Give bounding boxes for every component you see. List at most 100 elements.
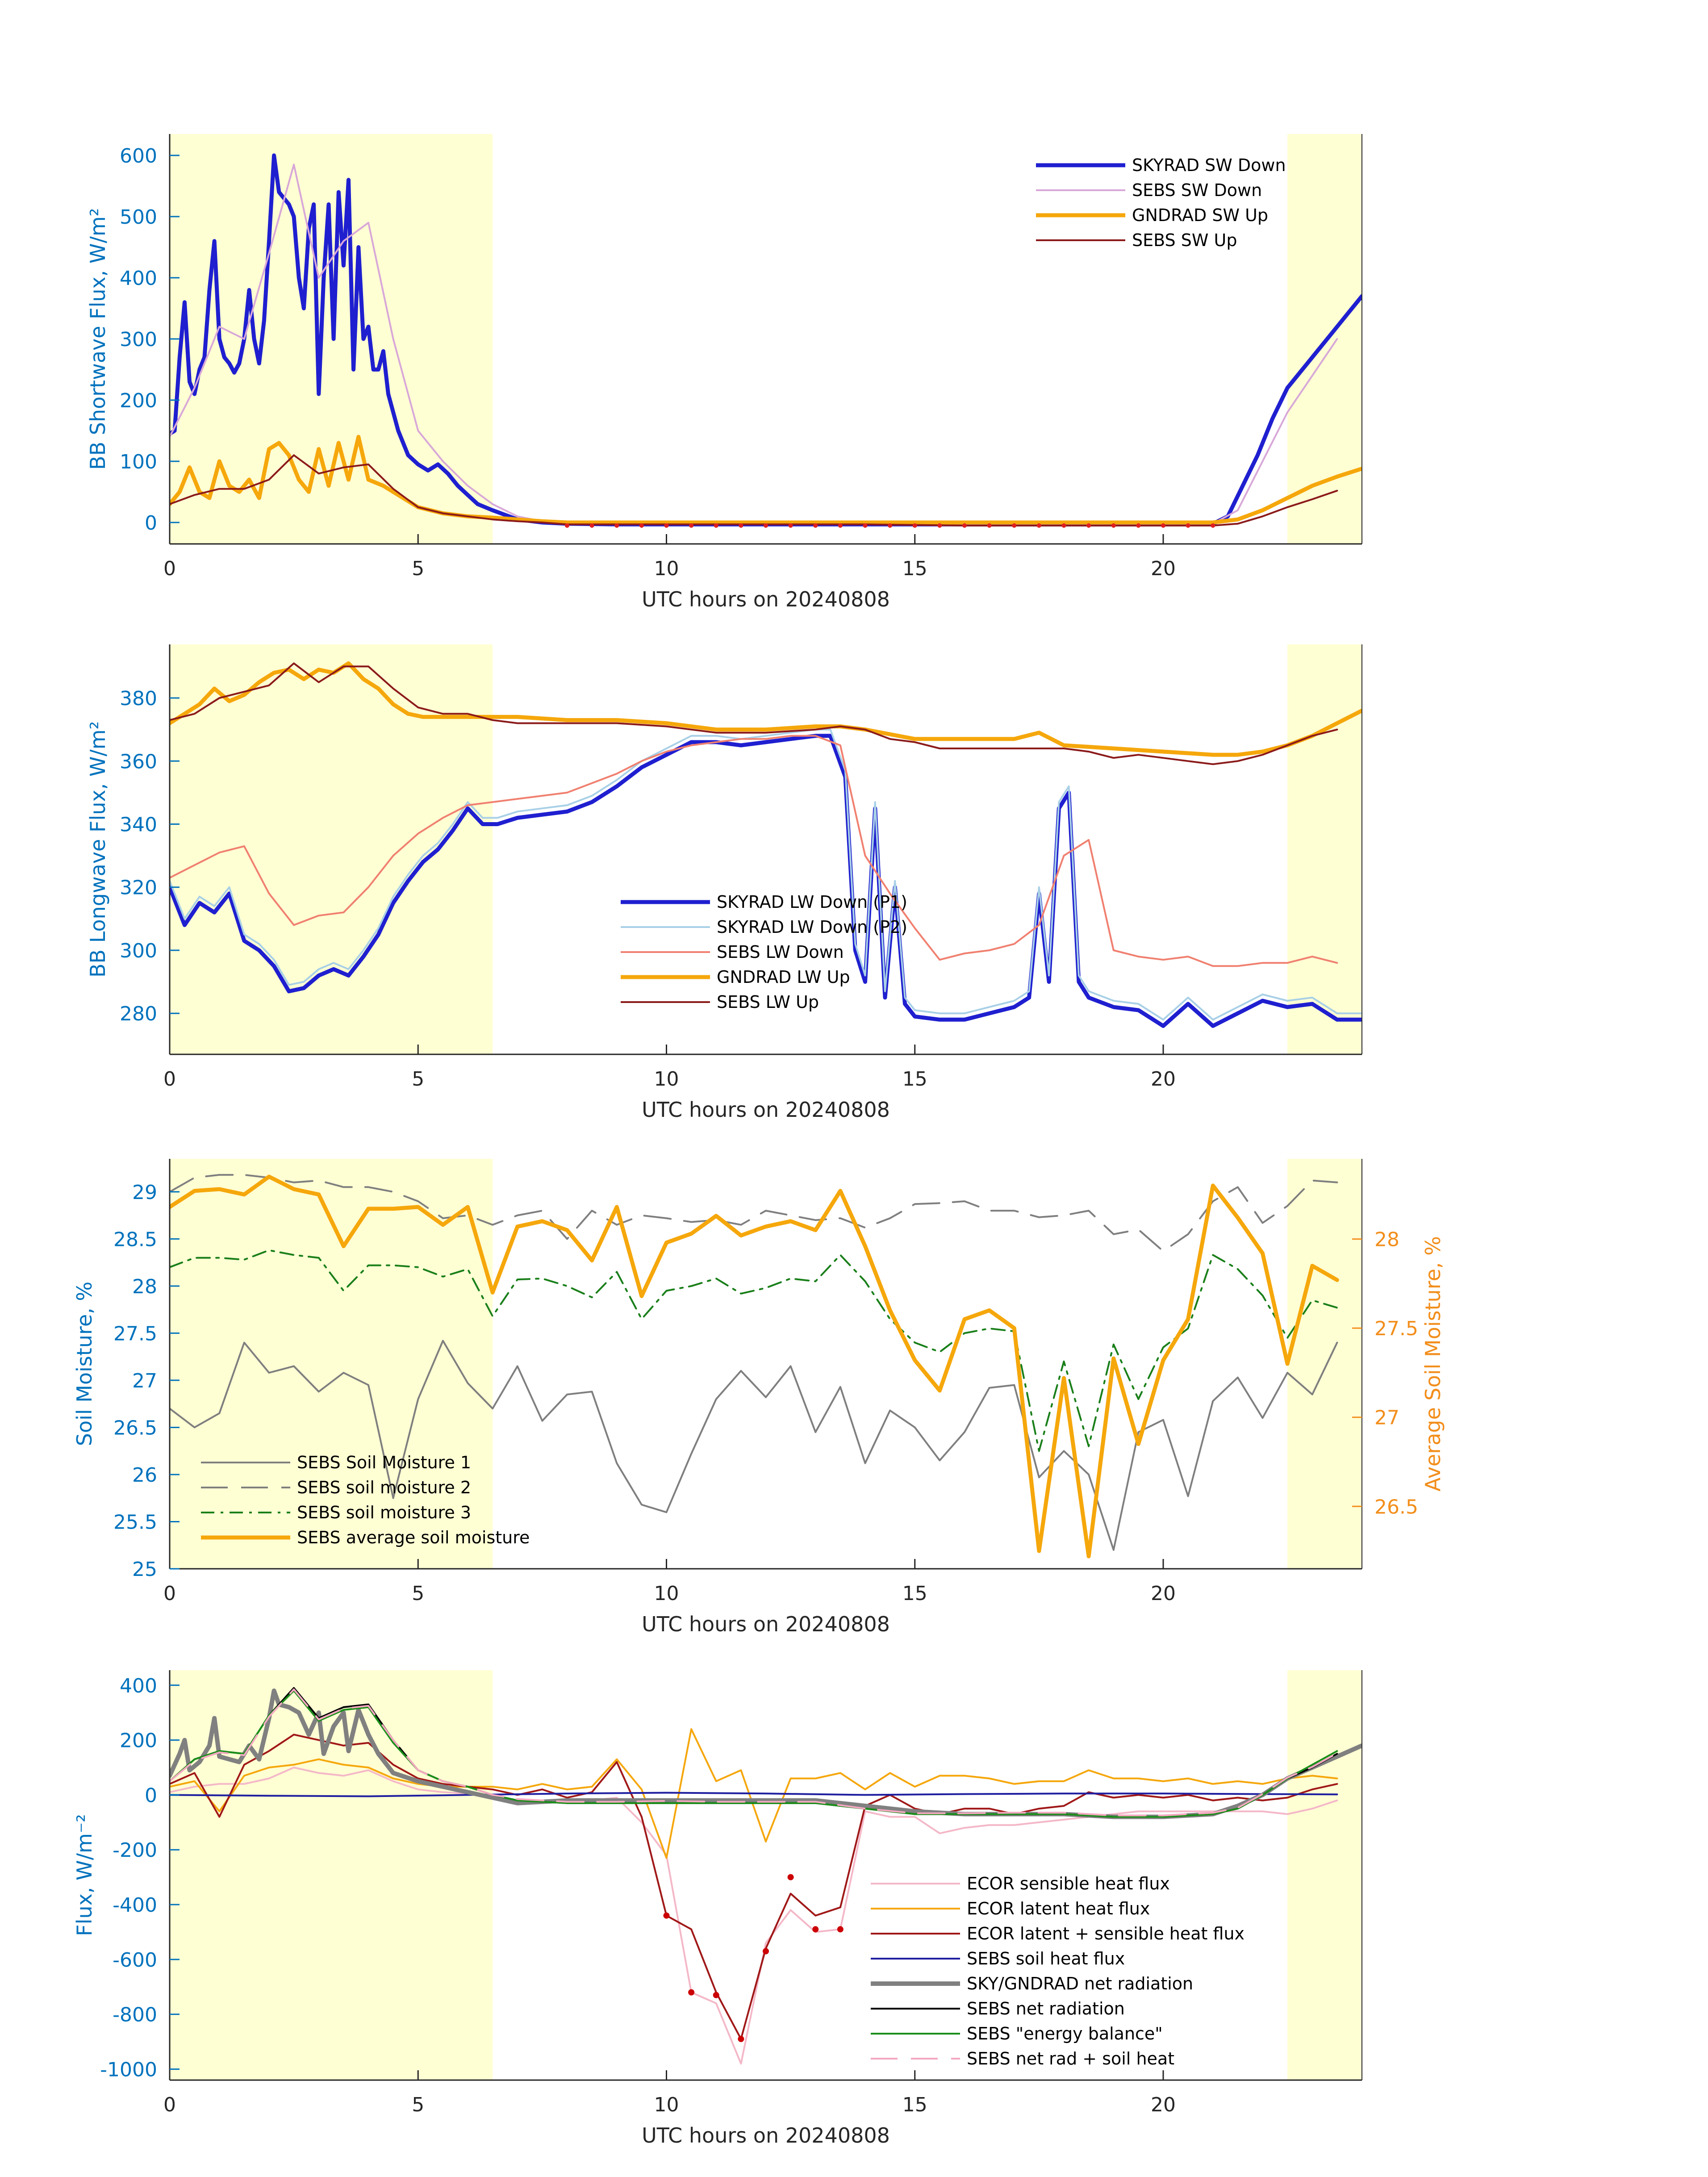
night-marker	[614, 523, 619, 528]
overlay-marker	[763, 1948, 769, 1955]
panel-4: 0 5 10 15 20 -1000 -800 -600 -400 -200 0 200 400 UTC …	[72, 1670, 1362, 2148]
y-tick-label: 400	[120, 1675, 157, 1697]
overlay-marker	[713, 1992, 719, 1998]
legend-label-ecor-sensible-heat-flux: ECOR sensible heat flux	[967, 1874, 1170, 1893]
overlay-marker	[738, 2035, 744, 2042]
night-marker	[664, 523, 669, 528]
y2-axis-label: Average Soil Moisture, %	[1421, 1236, 1445, 1492]
x-tick-label: 15	[902, 2093, 927, 2116]
overlay-marker	[812, 1926, 819, 1933]
y-tick-label: 26.5	[113, 1417, 157, 1439]
y-tick-label: 360	[120, 750, 157, 773]
legend-label-sky-gndrad-net-radiation: SKY/GNDRAD net radiation	[967, 1974, 1193, 1993]
legend-label-ecor-latent-heat-flux: ECOR latent heat flux	[967, 1899, 1150, 1918]
night-marker	[937, 523, 942, 528]
legend-label-sebs-sw-up: SEBS SW Up	[1132, 230, 1237, 250]
y-tick-label: 280	[120, 1003, 157, 1025]
series-skyrad-lw-down-p2	[170, 728, 1362, 1021]
legend-label-sebs-soil-heat-flux: SEBS soil heat flux	[967, 1949, 1125, 1968]
night-markers	[565, 523, 1215, 528]
y-tick-label: -400	[113, 1894, 157, 1917]
series-sebs-soil-heat-flux	[170, 1792, 1338, 1797]
legend-label-sebs-energy-balance: SEBS "energy balance"	[967, 2024, 1163, 2043]
x-axis-label: UTC hours on 20240808	[642, 2123, 890, 2148]
x-axis-label: UTC hours on 20240808	[642, 1612, 890, 1636]
x-tick-label: 15	[902, 557, 927, 580]
series-sebs-average-soil-moisture	[170, 1174, 1339, 1559]
night-marker	[565, 523, 569, 528]
y-tick-label: 500	[120, 206, 157, 229]
y-tick-label: 100	[120, 451, 157, 473]
daylight-band-2	[1287, 1670, 1362, 2080]
y-tick-label: 380	[120, 687, 157, 710]
legend: ECOR sensible heat flux ECOR latent heat …	[871, 1874, 1244, 2068]
night-marker	[1036, 523, 1041, 528]
legend-label-skyrad-sw-down: SKYRAD SW Down	[1132, 155, 1286, 175]
x-tick-label: 5	[412, 2093, 424, 2116]
x-tick-label: 20	[1151, 1068, 1176, 1091]
overlay-marker	[663, 1912, 670, 1919]
night-marker	[714, 523, 718, 528]
legend-label-sebs-soil-moisture-1: SEBS Soil Moisture 1	[297, 1453, 471, 1472]
y-tick-label: 200	[120, 1730, 157, 1752]
y-tick-label: 25.5	[113, 1511, 157, 1534]
night-marker	[1061, 523, 1066, 528]
y-tick-label: 25	[132, 1558, 157, 1581]
night-marker	[1186, 523, 1190, 528]
daylight-band-2	[1287, 644, 1362, 1054]
legend-label-sebs-sw-down: SEBS SW Down	[1132, 180, 1262, 200]
legend-label-sebs-net-radiation: SEBS net radiation	[967, 1999, 1125, 2018]
x-tick-label: 0	[163, 2093, 176, 2116]
y-axis-label: BB Shortwave Flux, W/m²	[86, 208, 110, 470]
legend-label-skyrad-lw-down-p1: SKYRAD LW Down (P1)	[717, 892, 907, 912]
x-tick-label: 0	[163, 1068, 176, 1091]
series-sebs-soil-moisture-2	[170, 1174, 1338, 1252]
night-marker	[888, 523, 893, 528]
series-skyrad-lw-down-p1	[170, 734, 1362, 1028]
night-marker	[689, 523, 694, 528]
series-sebs-net-rad-soil-heat	[170, 1688, 1338, 1817]
y-tick-label: -800	[113, 2004, 157, 2027]
y-tick-label: 300	[120, 328, 157, 351]
night-marker	[1211, 523, 1215, 528]
legend-label-sebs-soil-moisture-3: SEBS soil moisture 3	[297, 1503, 471, 1522]
night-marker	[1086, 523, 1091, 528]
series-sebs-sw-down	[170, 163, 1338, 525]
x-tick-label: 20	[1151, 2093, 1176, 2116]
night-marker	[838, 523, 843, 528]
x-tick-label: 15	[902, 1582, 927, 1605]
x-tick-label: 10	[654, 1582, 679, 1605]
y2-tick-label: 27.5	[1374, 1317, 1418, 1340]
legend-label-sebs-net-rad-soil-heat: SEBS net rad + soil heat	[967, 2049, 1174, 2068]
panel-3: 0 5 10 15 20 25 25.5 26 26.5 27 27.5 28 28.5 29 26.5 27…	[72, 1159, 1445, 1636]
y2-tick-label: 27	[1374, 1407, 1399, 1429]
night-marker	[1111, 523, 1116, 528]
y2-tick-label: 26.5	[1374, 1496, 1418, 1518]
y-tick-label: 29	[132, 1181, 157, 1204]
x-tick-label: 5	[412, 557, 424, 580]
y-tick-label: 320	[120, 877, 157, 899]
series-group	[170, 661, 1362, 1028]
overlay-marker	[688, 1989, 695, 1996]
daylight-band-1	[170, 644, 493, 1054]
series-ecor-latent-heat-flux	[170, 1728, 1338, 1859]
night-marker	[987, 523, 992, 528]
legend: SKYRAD LW Down (P1) SKYRAD LW Down (P2) SE…	[621, 892, 907, 1012]
y-tick-label: -600	[113, 1949, 157, 1972]
night-marker	[962, 523, 967, 528]
night-marker	[912, 523, 917, 528]
y-tick-label: 340	[120, 814, 157, 836]
x-tick-label: 10	[654, 2093, 679, 2116]
overlay-markers	[663, 1874, 844, 2042]
series-sebs-soil-moisture-3	[170, 1249, 1338, 1452]
series-ecor-latent-sensible-heat-flux	[170, 1734, 1338, 2040]
daylight-band-2	[1287, 1159, 1362, 1569]
y-tick-label: 27	[132, 1370, 157, 1392]
night-marker	[589, 523, 594, 528]
night-marker	[813, 523, 818, 528]
y2-tick-label: 28	[1374, 1228, 1399, 1251]
night-marker	[863, 523, 868, 528]
series-gndrad-lw-up	[170, 661, 1362, 757]
x-axis-label: UTC hours on 20240808	[642, 587, 890, 611]
